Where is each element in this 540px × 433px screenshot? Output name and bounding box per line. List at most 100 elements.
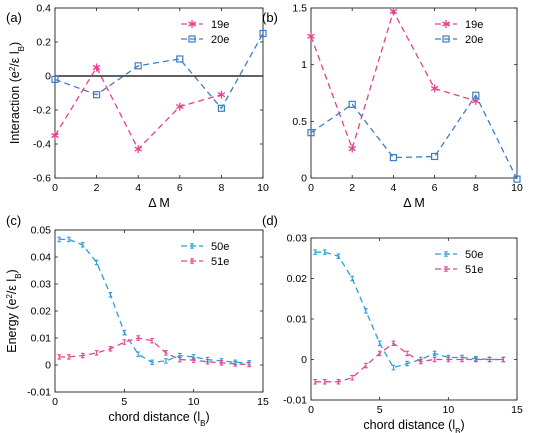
- y-tick-label: -0.6: [33, 173, 51, 185]
- x-tick-label: 8: [218, 182, 224, 194]
- y-axis-label: Energy (e2/ε lB): [5, 269, 23, 352]
- x-tick-label: 0: [308, 182, 314, 194]
- legend-marker: [190, 258, 194, 264]
- panel-a: (a) 0 2 4 6 8 10 -0.6 -0.4 -0.2 0 0.2 0.4 Δ M Interact…: [6, 3, 269, 211]
- data-point: [134, 145, 143, 154]
- data-point: [460, 356, 464, 363]
- legend-marker: [444, 266, 448, 272]
- data-point: [122, 329, 127, 336]
- data-point: [94, 350, 99, 356]
- y-tick-label: -0.01: [27, 387, 51, 399]
- data-point: [136, 351, 140, 357]
- y-tick-label: -0.2: [33, 105, 51, 117]
- data-point: [233, 361, 238, 367]
- data-point: [322, 249, 327, 255]
- series-19e: [51, 63, 226, 154]
- legend-marker: [444, 251, 448, 257]
- data-point: [322, 379, 327, 385]
- plot-frame: [310, 7, 518, 179]
- data-point: [205, 359, 210, 365]
- panel-c: (c)0 5 10 15-0.0100.010.020.030.040.05chord…: [5, 213, 269, 428]
- x-tick-label: 15: [257, 396, 269, 408]
- legend-label: 19e: [465, 19, 483, 31]
- y-tick-label: 0: [301, 173, 307, 185]
- data-point: [487, 356, 492, 363]
- data-point: [513, 175, 521, 183]
- x-axis-label: chord distance (lB): [363, 418, 464, 433]
- data-point: [92, 91, 101, 99]
- y-tick-label: 0.03: [287, 233, 308, 245]
- x-tick-label: 2: [349, 182, 355, 194]
- x-tick-label: 2: [94, 182, 100, 194]
- data-point: [67, 236, 71, 243]
- data-point: [432, 350, 437, 357]
- data-point: [164, 350, 168, 356]
- y-tick-label: 0.01: [287, 314, 308, 326]
- plot-frame: [54, 7, 264, 179]
- data-point: [389, 7, 398, 16]
- data-point: [51, 75, 59, 84]
- y-tick-label: 0.02: [31, 306, 52, 318]
- y-tick-label: 1.5: [292, 3, 307, 15]
- data-point: [307, 129, 315, 137]
- data-point: [94, 259, 99, 266]
- y-tick-label: 0.4: [36, 3, 51, 15]
- data-point: [191, 357, 196, 363]
- x-tick-label: 0: [308, 404, 314, 416]
- x-tick-label: 6: [432, 182, 438, 194]
- y-axis-label: Interaction (e2/ε lB): [8, 42, 26, 144]
- legend-marker: [190, 243, 194, 249]
- series-line: [315, 342, 504, 383]
- legend-label: 50e: [465, 249, 483, 261]
- plot-frame: [54, 229, 264, 393]
- x-tick-label: 4: [135, 182, 141, 194]
- data-point: [313, 249, 317, 255]
- data-point: [217, 104, 225, 112]
- data-point: [175, 102, 184, 111]
- series-51e: [57, 335, 251, 368]
- data-point: [136, 335, 140, 341]
- x-tick-label: 10: [188, 396, 200, 408]
- data-point: [80, 352, 85, 359]
- panel-label: (c): [6, 213, 21, 228]
- data-point: [419, 358, 423, 365]
- x-tick-label: 10: [511, 182, 523, 194]
- data-point: [391, 340, 396, 347]
- legend-label: 20e: [211, 34, 229, 46]
- x-tick-label: 0: [52, 396, 58, 408]
- y-tick-label: 0: [45, 360, 51, 372]
- panel-label: (d): [262, 213, 278, 228]
- data-point: [164, 358, 168, 364]
- data-point: [391, 364, 396, 371]
- data-point: [313, 379, 317, 385]
- x-tick-label: 10: [257, 182, 269, 194]
- data-point: [150, 337, 154, 344]
- x-tick-label: 0: [52, 182, 58, 194]
- y-tick-label: 0.5: [292, 116, 307, 128]
- legend-label: 20e: [465, 34, 483, 46]
- series-51e: [313, 340, 506, 385]
- legend-marker: [188, 20, 196, 28]
- legend-label: 50e: [211, 241, 229, 253]
- data-point: [51, 131, 59, 140]
- data-point: [217, 90, 226, 99]
- data-point: [348, 144, 357, 153]
- y-tick-label: 0.03: [31, 279, 52, 291]
- data-point: [57, 354, 61, 360]
- series-19e: [307, 7, 480, 153]
- y-tick-label: 0.04: [31, 252, 52, 264]
- panel-label: (b): [262, 10, 278, 25]
- series-50e: [57, 236, 251, 366]
- data-point: [108, 292, 113, 298]
- x-tick-label: 4: [390, 182, 396, 194]
- data-point: [472, 91, 480, 99]
- series-line: [54, 33, 264, 110]
- data-point: [431, 152, 439, 161]
- data-point: [432, 356, 437, 363]
- panel-label: (a): [6, 10, 22, 25]
- data-point: [474, 356, 478, 363]
- y-tick-label: 0: [45, 71, 51, 83]
